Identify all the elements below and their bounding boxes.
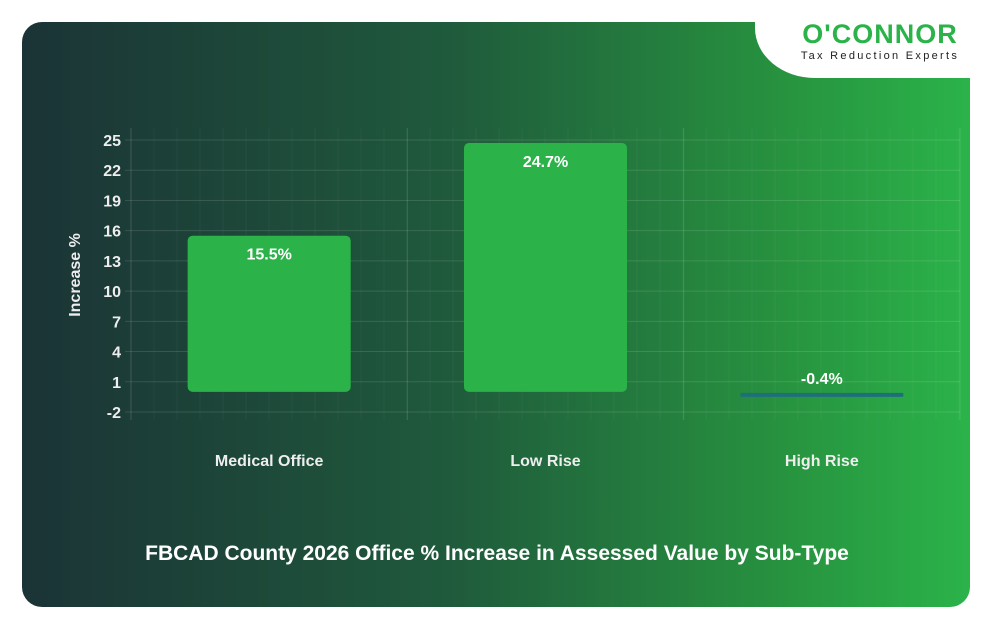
y-tick-label: -2 <box>107 405 121 422</box>
bar <box>740 392 904 397</box>
data-label: 24.7% <box>523 154 568 171</box>
y-tick-label: 22 <box>103 163 121 180</box>
bar <box>463 143 628 392</box>
logo-tagline: Tax Reduction Experts <box>800 50 960 62</box>
logo-notch <box>755 0 994 78</box>
y-tick-label: 4 <box>112 345 121 362</box>
chart-title: FBCAD County 2026 Office % Increase in A… <box>145 542 849 565</box>
y-tick-label: 1 <box>112 375 121 392</box>
oconnor-logo: O'CONNOR Tax Reduction Experts <box>790 20 970 62</box>
y-tick-label: 10 <box>103 284 121 301</box>
y-tick-label: 13 <box>103 254 121 271</box>
y-tick-label: 19 <box>103 193 121 210</box>
logo-brand: O'CONNOR <box>802 19 958 49</box>
bar <box>187 235 351 392</box>
y-tick-label: 16 <box>103 224 121 241</box>
y-tick-label: 25 <box>103 133 121 150</box>
x-tick-label: High Rise <box>785 453 859 470</box>
data-label: 15.5% <box>246 247 291 264</box>
y-axis-label: Increase % <box>67 233 84 317</box>
x-tick-label: Medical Office <box>215 453 324 470</box>
x-tick-label: Low Rise <box>510 453 580 470</box>
data-label: -0.4% <box>801 371 843 388</box>
y-tick-label: 7 <box>112 314 121 331</box>
